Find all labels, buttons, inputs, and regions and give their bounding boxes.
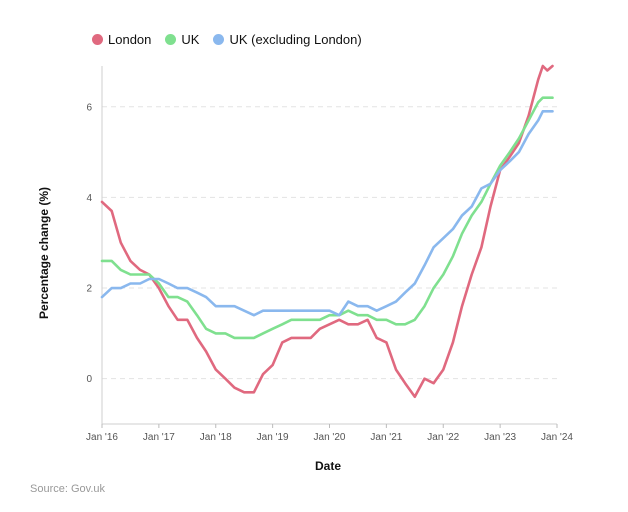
legend-swatch-uk-excl-london xyxy=(213,34,225,45)
x-tick-label-0: Jan '16 xyxy=(86,432,118,443)
legend-swatch-london xyxy=(92,34,103,45)
series-line-uk-excl-london xyxy=(100,110,554,317)
x-tick-label-2: Jan '18 xyxy=(200,432,232,443)
y-tick-label-4: 4 xyxy=(86,193,92,204)
legend: London UK UK (excluding London) xyxy=(92,32,362,47)
legend-label-london: London xyxy=(108,32,152,47)
y-tick-label-6: 6 xyxy=(86,102,92,113)
x-tick-label-4: Jan '20 xyxy=(314,432,346,443)
legend-swatch-uk xyxy=(165,34,177,45)
y-axis-title: Percentage change (%) xyxy=(37,186,51,320)
legend-label-uk: UK xyxy=(181,32,200,47)
x-tick-label-7: Jan '23 xyxy=(484,432,516,443)
series-line-uk xyxy=(100,96,554,340)
source-note: Source: Gov.uk xyxy=(30,483,105,495)
x-tick-label-5: Jan '21 xyxy=(370,432,402,443)
y-tick-label-2: 2 xyxy=(86,284,92,295)
legend-item-london[interactable]: London xyxy=(92,32,151,47)
x-tick-label-6: Jan '22 xyxy=(427,432,459,443)
series-line-london xyxy=(100,64,554,399)
y-tick-label-0: 0 xyxy=(86,374,92,385)
legend-item-uk-excl-london[interactable]: UK (excluding London) xyxy=(213,32,362,47)
legend-item-uk[interactable]: UK xyxy=(165,32,199,47)
x-axis-title: Date xyxy=(314,459,342,473)
x-tick-label-1: Jan '17 xyxy=(143,432,175,443)
legend-label-uk-excl-london: UK (excluding London) xyxy=(229,32,362,47)
x-tick-label-3: Jan '19 xyxy=(257,432,289,443)
x-tick-label-8: Jan '24 xyxy=(541,432,573,443)
